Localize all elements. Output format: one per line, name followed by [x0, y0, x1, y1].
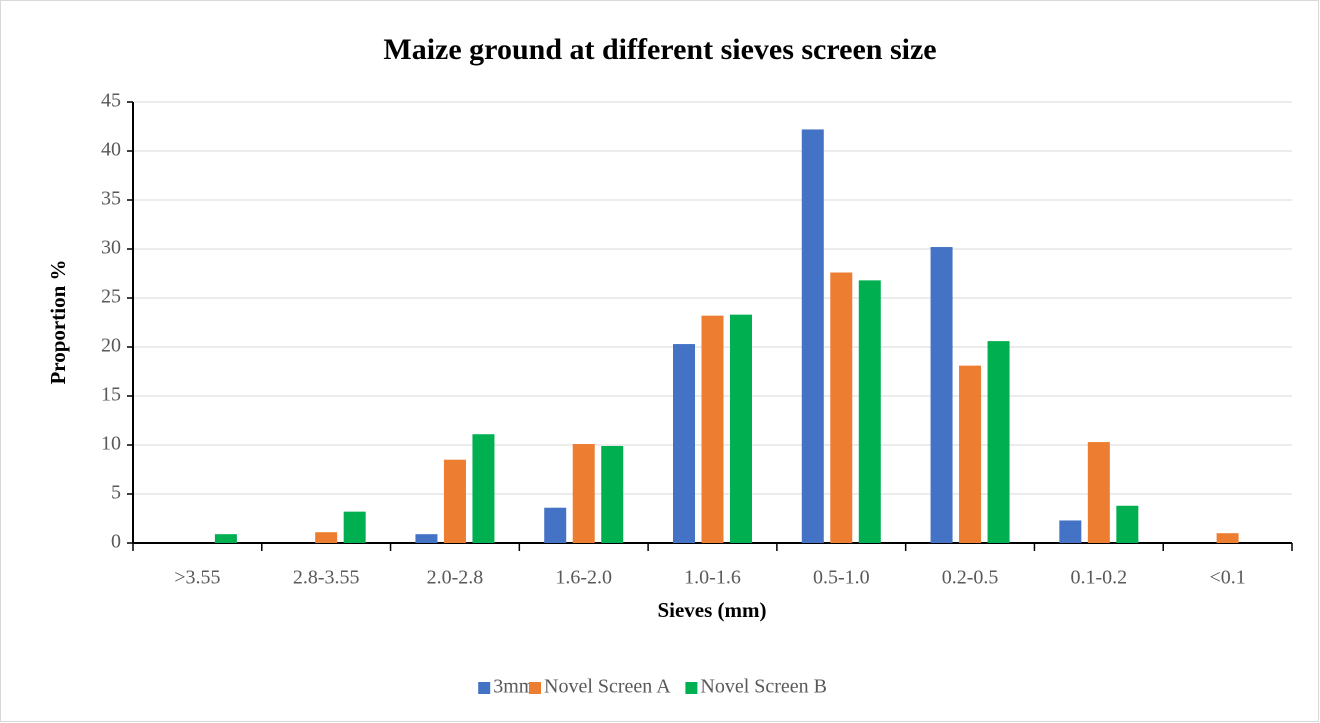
x-tick-label: 0.2-0.5 [942, 567, 999, 589]
y-tick-label: 35 [101, 188, 121, 210]
bar [830, 272, 853, 543]
y-tick-label: 5 [111, 482, 121, 504]
bar [343, 511, 366, 543]
y-tick-label: 40 [101, 139, 121, 161]
bar [415, 534, 438, 543]
bar [1059, 520, 1082, 543]
legend-label: 3mm [493, 676, 535, 698]
x-tick-label: 2.0-2.8 [427, 567, 484, 589]
y-tick-label: 25 [101, 286, 121, 308]
legend-swatch [478, 682, 491, 694]
bar [214, 534, 237, 543]
y-axis-title: Proportion % [46, 259, 70, 384]
bar [544, 507, 567, 543]
x-tick-label: 1.6-2.0 [555, 567, 612, 589]
bar [987, 341, 1010, 543]
bar [1087, 442, 1110, 543]
bar [673, 344, 695, 543]
legend-label: Novel Screen A [544, 676, 671, 698]
x-tick-label: >3.55 [174, 567, 220, 589]
bar [858, 280, 881, 543]
y-tick-label: 15 [101, 384, 121, 406]
bar [472, 434, 495, 543]
bar [930, 247, 953, 544]
chart-title: Maize ground at different sieves screen … [383, 33, 936, 66]
legend-swatch [529, 682, 541, 694]
bar [1116, 505, 1139, 543]
bar [601, 445, 624, 543]
y-tick-label: 45 [101, 90, 121, 112]
x-tick-label: <0.1 [1209, 567, 1245, 589]
y-tick-label: 10 [101, 433, 121, 455]
bar [572, 444, 595, 543]
bar [959, 365, 982, 543]
x-axis-title: Sieves (mm) [657, 598, 766, 622]
y-tick-label: 20 [101, 335, 121, 357]
x-tick-label: 1.0-1.6 [684, 567, 741, 589]
bar [443, 459, 466, 543]
bar [801, 129, 824, 543]
bar [730, 314, 752, 543]
y-tick-label: 30 [101, 237, 121, 259]
x-tick-label: 0.5-1.0 [813, 567, 870, 589]
bar [1216, 533, 1239, 543]
x-tick-label: 0.1-0.2 [1070, 567, 1127, 589]
y-tick-label: 0 [111, 531, 121, 553]
bar [701, 315, 724, 543]
legend-label: Novel Screen B [700, 676, 827, 698]
bar [315, 532, 338, 543]
x-tick-label: 2.8-3.55 [293, 567, 360, 589]
legend-swatch [685, 682, 698, 694]
